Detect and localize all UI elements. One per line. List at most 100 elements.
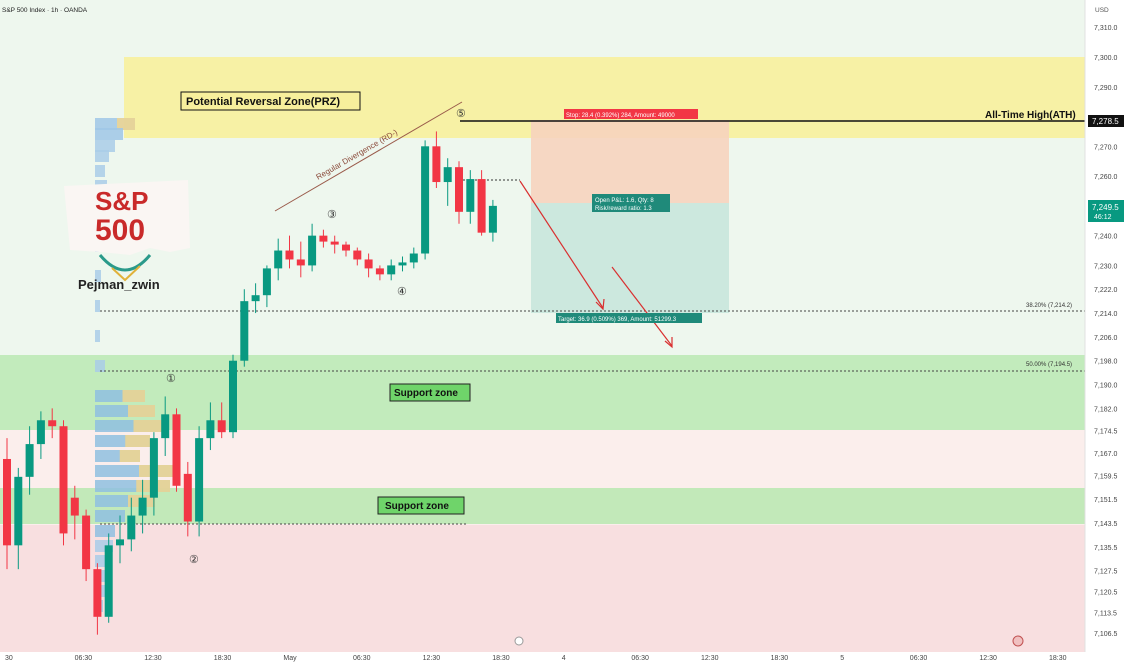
price-tick-label: 7,106.5 [1094,631,1117,638]
candle-bearish [285,250,294,260]
time-tick-label: 18:30 [214,655,232,662]
time-tick-label: 12:30 [144,655,162,662]
candle-bearish [183,473,192,522]
time-tick-label: 5 [840,655,844,662]
volume-profile-bar-sell [122,390,145,402]
stop-label-box [564,109,698,119]
candle-bullish [36,420,45,445]
volume-profile-bar-sell [128,405,155,417]
candle-bullish [229,360,237,433]
time-tick-label: 12:30 [979,655,997,662]
price-tick-label: 7,270.0 [1094,144,1117,151]
candle-bearish [353,250,362,260]
candle-bearish [70,497,79,516]
price-tick-label: 7,198.0 [1094,359,1117,366]
candle-bearish [342,244,350,251]
fib-500-label: 50.00% (7,194.5) [1026,362,1072,368]
price-tick-label: 7,120.5 [1094,589,1117,596]
time-tick-label: 30 [5,655,13,662]
wave-label-4: ④ [397,286,407,298]
candle-bearish [217,420,226,433]
price-tick-label: 7,300.0 [1094,55,1117,62]
price-tick-label: 7,174.5 [1094,429,1117,436]
support-zone-lower [0,488,1085,524]
time-tick-label: 18:30 [1049,655,1067,662]
current-price-tag [1088,200,1124,222]
projection-arrowhead-2 [664,337,673,349]
candle-bullish [398,262,407,266]
divergence-line [274,101,463,212]
author-label: Pejman_zwin [78,277,160,292]
price-tick-label: 7,222.0 [1094,287,1117,294]
candle-bullish [104,545,113,617]
sp500-logo: S&P 500 [64,180,190,282]
logo-text-line1: S&P [95,186,148,216]
current-price-label: 7,249.5 [1092,203,1119,212]
volume-profile-bar [95,270,101,282]
volume-profile-bar [95,510,125,522]
candle-bullish [116,539,124,546]
candle-bullish [240,301,249,361]
ath-price-tag [1088,115,1124,127]
volume-profile-bar [95,330,100,342]
time-tick-label: 18:30 [492,655,510,662]
candle-bullish [127,515,136,540]
candle-bullish [409,253,418,263]
ath-price-label: 7,278.5 [1092,117,1119,126]
fib-382-label: 38.20% (7,214.2) [1026,303,1072,309]
price-tick-label: 7,214.0 [1094,311,1117,318]
wave-label-5: ⑤ [456,108,466,120]
price-tick-label: 7,206.0 [1094,335,1117,342]
time-tick-label: 06:30 [631,655,649,662]
volume-profile-bar [95,165,105,177]
volume-profile-bar [95,525,115,537]
price-tick-label: 7,127.5 [1094,569,1117,576]
candle-bullish [251,295,260,302]
candle-bullish [387,265,396,275]
candle-bullish [262,268,271,296]
time-tick-label: 06:30 [353,655,371,662]
volume-profile-bar [95,140,115,152]
time-tick-label: 06:30 [75,655,93,662]
support-zone-2-label: Support zone [385,501,449,512]
candle-bullish [195,438,204,522]
candle-bullish [138,497,147,516]
projection-arrow-1 [519,180,604,309]
candle-bearish [455,167,463,212]
take-profit-zone [531,203,729,313]
candle-bearish [93,569,102,617]
open-label: Open P&L: 1.6, Qty: 8 [595,198,654,204]
volume-profile-bar [95,300,100,312]
logo-text-line2: 500 [95,214,145,247]
price-axis: 7,310.0 7,300.0 7,290.0 7,270.0 7,260.0 7,240… [1094,25,1117,638]
volume-profile-bar-sell [125,435,150,447]
volume-profile-bar [95,128,123,140]
price-tick-label: 7,182.0 [1094,406,1117,413]
volume-profile-bar-sell [133,420,165,432]
candle-bearish [3,458,11,546]
support-zone-1-label: Support zone [394,388,458,399]
candle-bearish [477,179,486,233]
support-zone-upper [0,355,1085,430]
volume-profile-bar [95,150,109,162]
time-tick-label: May [283,655,297,662]
wave-label-3: ③ [327,209,337,221]
candle-bearish [319,235,328,242]
candle-bearish [172,414,181,486]
price-tick-label: 7,230.0 [1094,263,1117,270]
time-axis-background [0,652,1125,662]
event-marker[interactable] [514,636,524,646]
candle-bearish [330,241,339,245]
prz-label-box [180,91,361,111]
currency-label: USD [1095,7,1109,14]
candle-bullish [308,235,317,266]
candles [3,131,497,635]
stop-loss-zone [531,120,729,203]
candle-bearish [59,426,68,534]
flag-marker[interactable] [1012,635,1024,647]
prz-label: Potential Reversal Zone(PRZ) [186,96,340,108]
price-tick-label: 7,310.0 [1094,25,1117,32]
candle-bullish [421,146,430,254]
volume-profile-bar-sell [117,118,135,130]
